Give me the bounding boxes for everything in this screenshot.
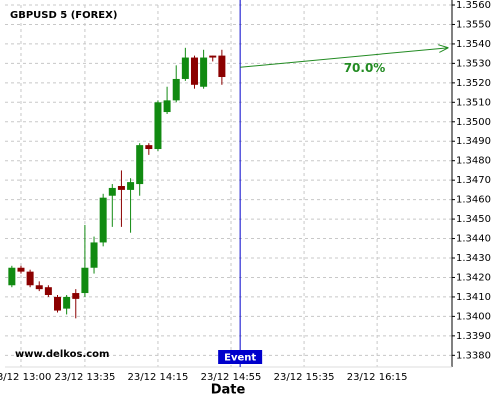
y-tick-label: 1.3470 (456, 175, 491, 186)
watermark: www.delkos.com (15, 349, 109, 360)
candle-body (200, 57, 208, 87)
candle-body (145, 145, 153, 150)
candle-body (127, 182, 135, 190)
candle-body (163, 100, 171, 113)
candle-body (72, 293, 80, 299)
y-tick-label: 1.3500 (456, 117, 491, 128)
candle-body (209, 55, 217, 58)
candle-body (17, 267, 25, 272)
y-tick-label: 1.3410 (456, 292, 491, 303)
y-tick-label: 1.3520 (456, 78, 491, 89)
candle-body (190, 57, 198, 85)
candle-body (44, 287, 52, 295)
y-tick-label: 1.3550 (456, 19, 491, 30)
x-tick-label: 23/12 15:35 (274, 372, 335, 383)
y-tick-label: 1.3430 (456, 253, 491, 264)
candle-body (136, 145, 144, 185)
y-tick-label: 1.3510 (456, 97, 491, 108)
candle-body (8, 267, 16, 286)
x-axis-label: Date (211, 383, 246, 398)
y-tick-label: 1.3400 (456, 311, 491, 322)
x-tick-label: 23/12 13:00 (0, 372, 51, 383)
x-tick-label: 23/12 14:15 (128, 372, 189, 383)
forecast-label: 70.0% (344, 61, 386, 75)
y-tick-label: 1.3480 (456, 156, 491, 167)
y-tick-label: 1.3440 (456, 234, 491, 245)
y-tick-label: 1.3390 (456, 331, 491, 342)
candle-body (99, 197, 107, 243)
forecast-arrow (240, 48, 447, 68)
y-tick-label: 1.3460 (456, 195, 491, 206)
y-tick-label: 1.3380 (456, 350, 491, 361)
event-label: Event (224, 353, 256, 364)
y-tick-label: 1.3450 (456, 214, 491, 225)
candle-body (154, 102, 162, 150)
x-tick-label: 23/12 16:15 (347, 372, 408, 383)
candle-body (117, 186, 125, 190)
candle-body (172, 78, 180, 101)
candle-body (108, 187, 116, 196)
x-tick-label: 23/12 13:35 (54, 372, 115, 383)
candle-body (81, 267, 89, 294)
y-tick-label: 1.3560 (456, 0, 491, 11)
chart-title: GBPUSD 5 (FOREX) (10, 10, 117, 21)
candle-body (63, 296, 71, 309)
y-tick-label: 1.3490 (456, 136, 491, 147)
candle-body (26, 271, 34, 286)
candle-body (218, 55, 226, 78)
event-box (218, 350, 263, 364)
x-tick-label: 23/12 14:55 (201, 372, 262, 383)
candle-body (35, 285, 43, 290)
candle-body (90, 242, 98, 268)
y-tick-label: 1.3530 (456, 58, 491, 69)
candle-body (54, 296, 62, 311)
y-tick-label: 1.3420 (456, 272, 491, 283)
y-tick-label: 1.3540 (456, 39, 491, 50)
candle-body (181, 57, 189, 79)
